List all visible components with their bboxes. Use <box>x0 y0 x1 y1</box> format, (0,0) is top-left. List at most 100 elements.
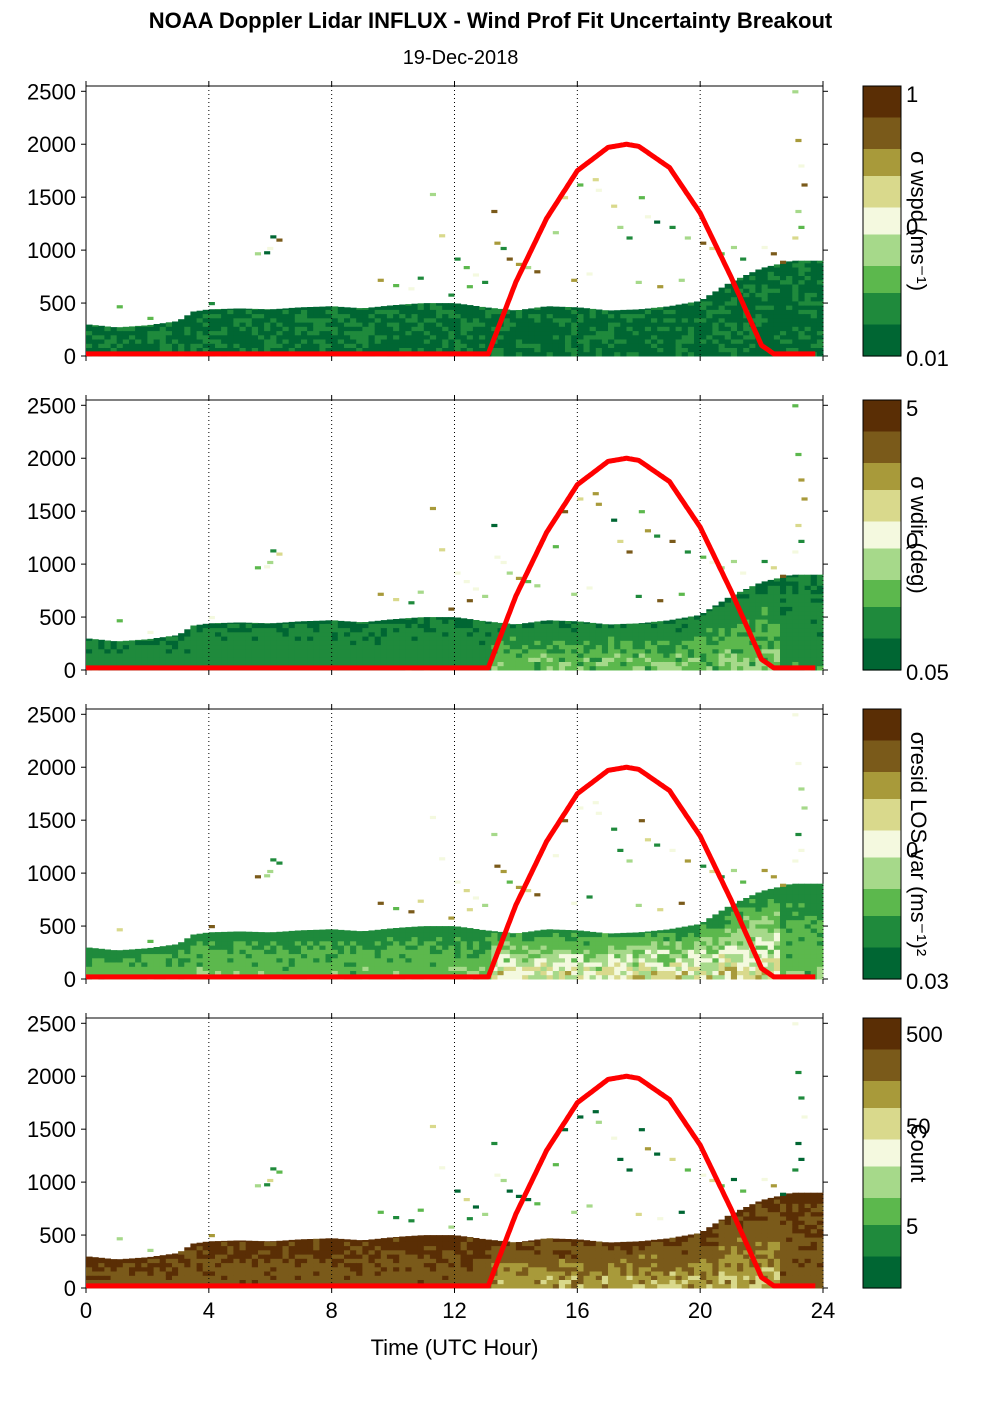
heatmap-cell <box>816 898 824 904</box>
heatmap-cell <box>356 317 363 323</box>
heatmap-cell <box>442 313 449 319</box>
heatmap-cell <box>675 627 683 633</box>
heatmap-cell <box>706 923 713 929</box>
heatmap-cell <box>773 578 781 582</box>
heatmap-cell <box>202 962 210 967</box>
heatmap-cell <box>325 953 333 959</box>
heatmap-cell <box>331 957 339 963</box>
heatmap-cell <box>792 347 799 353</box>
heatmap-cell <box>669 636 677 641</box>
heatmap-cell <box>307 334 314 340</box>
heatmap-cell <box>135 648 142 654</box>
heatmap-cell <box>577 665 584 671</box>
heatmap-cell <box>503 644 511 650</box>
heatmap-cell <box>251 636 259 641</box>
heatmap-cell <box>804 966 812 971</box>
heatmap-cell <box>718 300 726 306</box>
heatmap-cell <box>816 657 824 662</box>
heatmap-cell <box>104 339 111 344</box>
heatmap-cell <box>577 970 584 976</box>
heatmap-cell <box>319 306 326 310</box>
heatmap-cell <box>251 309 259 315</box>
heatmap-cell <box>626 957 634 963</box>
heatmap-cell <box>368 949 376 955</box>
heatmap-cell <box>491 940 498 946</box>
heatmap-cell <box>313 623 320 629</box>
heatmap-cell <box>638 661 646 667</box>
heatmap-cell <box>786 347 793 353</box>
heatmap-cell <box>270 661 277 667</box>
heatmap-cell <box>755 932 762 938</box>
heatmap-cell <box>669 627 677 633</box>
heatmap-cell <box>644 334 652 340</box>
heatmap-cell <box>786 305 793 310</box>
heatmap-cell <box>190 334 197 340</box>
heatmap-cell <box>712 953 719 959</box>
heatmap-cell <box>202 661 210 667</box>
heatmap-cell <box>816 602 824 607</box>
heatmap-cell <box>601 631 609 637</box>
heatmap-cell <box>276 326 283 332</box>
heatmap-cell <box>380 940 388 946</box>
heatmap-cell <box>718 910 726 912</box>
heatmap-cell <box>110 950 118 955</box>
heatmap-cell <box>276 653 283 658</box>
heatmap-cell <box>313 657 320 662</box>
heatmap-cell <box>239 644 247 650</box>
heatmap-cell <box>712 640 719 646</box>
heatmap-cell <box>436 317 443 323</box>
heatmap-cell <box>405 309 412 315</box>
heatmap-cell <box>141 347 148 353</box>
heatmap-cell <box>657 347 664 353</box>
heatmap-cell <box>172 953 179 959</box>
heatmap-cell <box>601 310 609 315</box>
heatmap-cell <box>565 330 572 336</box>
heatmap-cell <box>761 915 769 921</box>
heatmap-cell <box>534 949 541 955</box>
y-tick-label: 500 <box>39 291 76 316</box>
scatter-cell <box>761 868 768 873</box>
heatmap-cell <box>251 317 259 323</box>
heatmap-cell <box>233 339 240 344</box>
heatmap-cell <box>614 326 621 332</box>
heatmap-cell <box>663 347 670 353</box>
colorbar-swatch <box>863 616 901 622</box>
heatmap-cell <box>466 339 474 344</box>
heatmap-cell <box>258 953 265 959</box>
heatmap-cell <box>331 623 339 629</box>
heatmap-cell <box>724 610 732 616</box>
heatmap-cell <box>454 928 462 933</box>
heatmap-cell <box>792 907 799 912</box>
heatmap-cell <box>724 322 732 327</box>
heatmap-cell <box>208 936 216 942</box>
heatmap-cell <box>626 339 634 344</box>
heatmap-cell <box>429 928 437 933</box>
heatmap-cell <box>773 334 781 340</box>
heatmap-cell <box>399 927 406 929</box>
heatmap-cell <box>552 330 560 336</box>
heatmap-cell <box>202 631 210 637</box>
heatmap-cell <box>608 962 615 967</box>
heatmap-cell <box>153 324 161 327</box>
heatmap-cell <box>816 923 824 929</box>
heatmap-cell <box>135 330 142 336</box>
heatmap-cell <box>595 970 603 976</box>
y-tick-label: 1500 <box>27 499 76 524</box>
heatmap-cell <box>755 275 762 281</box>
heatmap-cell <box>239 648 247 654</box>
heatmap-cell <box>669 305 677 310</box>
heatmap-cell <box>694 317 701 323</box>
heatmap-cell <box>669 623 677 629</box>
heatmap-cell <box>258 339 265 344</box>
heatmap-cell <box>386 661 394 667</box>
heatmap-cell <box>374 306 382 310</box>
heatmap-cell <box>436 636 443 641</box>
heatmap-cell <box>276 334 283 340</box>
heatmap-cell <box>798 911 805 916</box>
heatmap-cell <box>558 334 566 340</box>
heatmap-cell <box>626 343 634 348</box>
scatter-cell <box>770 252 777 256</box>
heatmap-cell <box>399 966 406 971</box>
heatmap-cell <box>122 334 130 340</box>
heatmap-cell <box>423 347 431 353</box>
